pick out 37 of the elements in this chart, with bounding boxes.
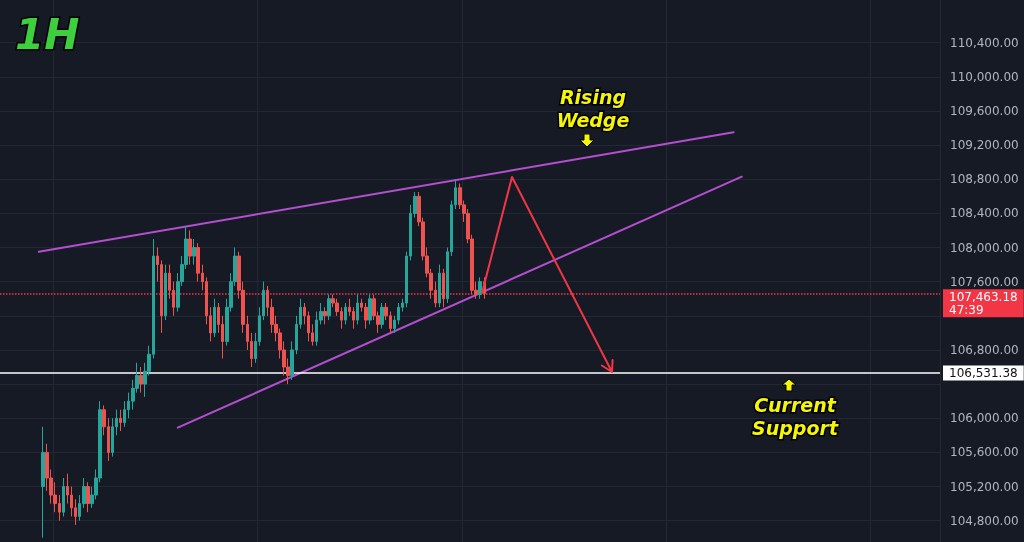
ref-line-label: 106,531.38 xyxy=(949,365,1018,380)
candlestick xyxy=(368,293,372,325)
y-tick-label: 105,200.00 xyxy=(950,479,1019,494)
y-tick-label: 108,800.00 xyxy=(950,172,1019,187)
candlestick xyxy=(478,276,482,300)
candlestick xyxy=(323,306,327,325)
candlestick xyxy=(192,238,196,266)
candlestick xyxy=(41,426,45,539)
y-tick-label: 105,600.00 xyxy=(950,445,1019,460)
candlestick xyxy=(164,264,167,321)
candlestick xyxy=(119,409,122,432)
y-tick-label: 106,000.00 xyxy=(950,411,1019,426)
candlestick xyxy=(188,229,192,266)
candlestick xyxy=(62,477,65,517)
y-tick-label: 107,600.00 xyxy=(950,274,1019,289)
y-tick-label: 108,000.00 xyxy=(950,240,1019,255)
annotation: Rising Wedge xyxy=(556,85,630,131)
candlestick xyxy=(139,366,143,394)
candlestick xyxy=(438,264,441,308)
candlestick xyxy=(86,481,90,513)
candlestick xyxy=(213,298,216,338)
y-tick-label: 109,200.00 xyxy=(950,138,1019,153)
y-tick-label: 109,600.00 xyxy=(950,103,1019,118)
ref-line-label: 107,463.18 47:39 xyxy=(949,289,1018,317)
candlestick xyxy=(364,302,368,330)
y-tick-label: 104,800.00 xyxy=(950,513,1019,528)
candlestick xyxy=(380,302,384,330)
y-tick-label: 106,800.00 xyxy=(950,342,1019,357)
chart-title: 1H xyxy=(15,9,80,59)
y-tick-label: 110,000.00 xyxy=(950,69,1019,84)
y-tick-label: 108,400.00 xyxy=(950,206,1019,221)
y-tick-label: 110,400.00 xyxy=(950,35,1019,50)
candlestick xyxy=(327,293,331,321)
annotation: Current Support xyxy=(752,393,839,439)
candlestick xyxy=(344,302,347,325)
candlestick xyxy=(442,268,445,308)
candlestick xyxy=(356,293,359,325)
